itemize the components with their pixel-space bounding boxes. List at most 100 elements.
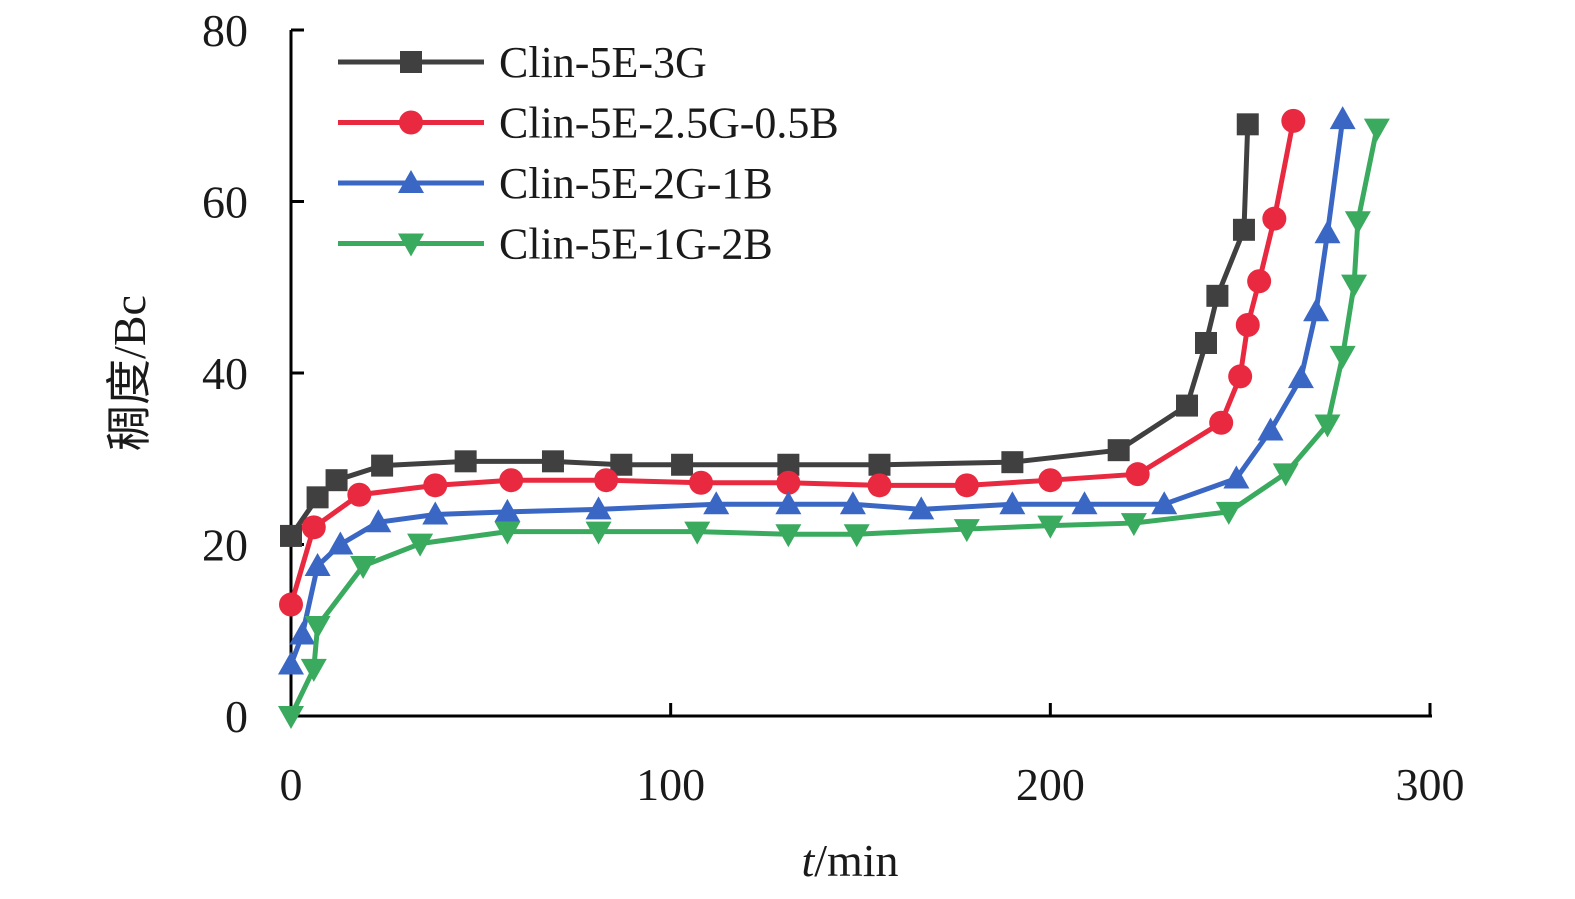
series-3 (278, 106, 1356, 675)
legend-item-2: Clin-5E-2.5G-0.5B (338, 99, 839, 148)
data-point (775, 491, 802, 515)
legend-swatch-marker (400, 51, 422, 73)
legend-swatch-marker (398, 170, 424, 193)
data-point (304, 552, 331, 576)
data-point (585, 496, 612, 520)
data-point (1194, 331, 1217, 354)
legend-label: Clin-5E-3G (499, 38, 707, 87)
data-point (423, 473, 448, 498)
data-point (1209, 410, 1234, 435)
data-point (684, 521, 711, 545)
x-axis-title-italic: t (801, 835, 815, 886)
data-point (1215, 501, 1242, 525)
x-tick-label: 200 (1016, 759, 1085, 810)
data-point (371, 454, 394, 477)
data-point (1038, 468, 1063, 493)
data-point (585, 521, 612, 545)
data-point (1235, 312, 1260, 337)
series-1 (280, 113, 1259, 547)
data-point (494, 521, 521, 545)
y-tick-label: 40 (202, 348, 248, 399)
y-tick-label: 80 (202, 5, 248, 56)
data-point (775, 524, 802, 548)
data-point (999, 491, 1026, 515)
data-point (300, 658, 327, 682)
ticks: 0 100 200 300 0 20 40 60 80 (202, 5, 1465, 810)
data-point (1329, 106, 1356, 130)
data-point (306, 486, 329, 509)
data-point (279, 592, 303, 617)
data-point (1228, 364, 1253, 389)
legend-item-4: Clin-5E-1G-2B (338, 220, 773, 269)
data-point (422, 501, 449, 525)
legend: Clin-5E-3G Clin-5E-2.5G-0.5B Clin-5E-2G-1B… (338, 38, 839, 269)
data-point (1071, 491, 1098, 515)
x-axis-title-unit: /min (814, 835, 898, 886)
data-point (365, 509, 392, 533)
data-point (278, 706, 304, 729)
legend-label: Clin-5E-1G-2B (499, 220, 773, 269)
data-point (1257, 417, 1284, 441)
data-point (289, 621, 316, 645)
series-4 (278, 118, 1390, 729)
data-point (703, 491, 730, 515)
data-point (1176, 394, 1199, 417)
y-tick-label: 20 (202, 520, 248, 571)
y-tick-label: 60 (202, 177, 248, 228)
data-point (777, 453, 800, 476)
data-point (325, 469, 348, 492)
data-point (776, 470, 801, 495)
legend-label: Clin-5E-2.5G-0.5B (499, 99, 839, 148)
y-axis-title: 稠度/Bc (104, 295, 155, 451)
data-point (347, 482, 372, 507)
data-point (1001, 451, 1024, 474)
x-axis-title: t/min (801, 835, 898, 886)
data-point (839, 491, 866, 515)
data-point (1272, 463, 1299, 487)
x-tick-label: 300 (1396, 759, 1465, 810)
data-point (1329, 345, 1356, 369)
x-tick-label: 100 (636, 759, 705, 810)
data-point (280, 524, 302, 547)
data-point (327, 531, 354, 555)
data-point (689, 470, 714, 495)
data-point (843, 524, 870, 548)
legend-item-1: Clin-5E-3G (338, 38, 707, 87)
data-point (1281, 108, 1306, 133)
data-point (1314, 414, 1341, 438)
legend-swatch-marker (399, 110, 423, 135)
series-line (288, 128, 1380, 718)
data-point (541, 450, 564, 473)
data-point (1107, 439, 1130, 462)
data-point (610, 453, 633, 476)
data-point (1287, 365, 1314, 389)
data-point (494, 498, 521, 522)
series-2 (279, 108, 1306, 617)
data-point (1247, 269, 1272, 294)
legend-item-3: Clin-5E-2G-1B (338, 159, 773, 208)
data-point (1363, 118, 1390, 142)
data-point (1344, 211, 1371, 235)
data-point (594, 468, 619, 493)
data-point (350, 555, 377, 579)
data-point (1037, 515, 1064, 539)
data-point (407, 533, 434, 557)
data-point (954, 473, 979, 498)
series-layer (278, 106, 1390, 729)
data-point (908, 496, 935, 520)
data-point (499, 468, 524, 493)
data-point (1262, 206, 1287, 231)
data-point (1223, 465, 1250, 489)
data-point (953, 519, 980, 543)
data-point (278, 651, 304, 675)
data-point (868, 453, 891, 476)
x-tick-label: 0 (280, 759, 303, 810)
data-point (1125, 462, 1150, 487)
data-point (1120, 513, 1147, 537)
y-tick-label: 0 (225, 691, 248, 742)
data-point (1236, 113, 1259, 136)
data-point (304, 615, 331, 639)
data-point (454, 450, 477, 473)
data-point (1303, 298, 1330, 322)
